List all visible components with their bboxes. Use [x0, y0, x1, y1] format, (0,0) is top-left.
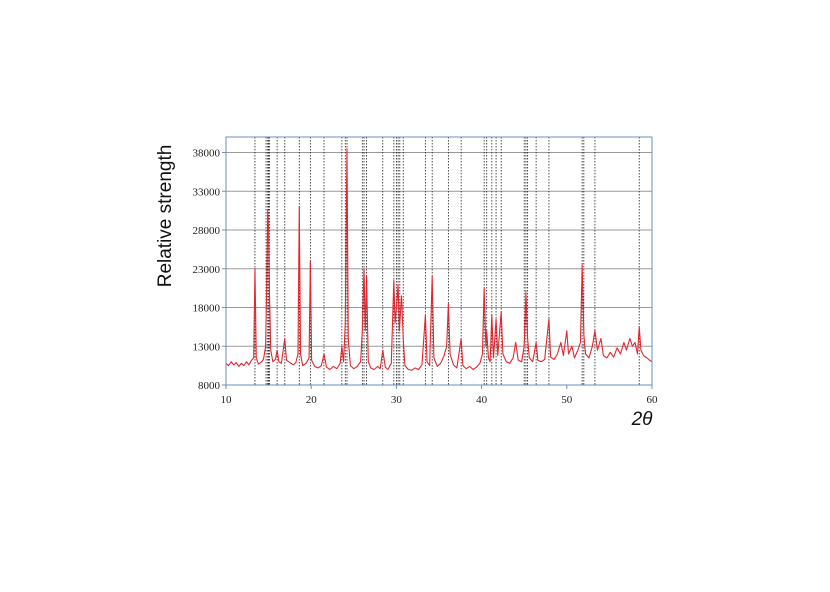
plot-frame — [225, 136, 653, 386]
y-tick-label: 13000 — [193, 341, 221, 353]
x-tick-label: 20 — [306, 394, 318, 406]
y-tick-label: 38000 — [193, 148, 221, 160]
x-tick-label: 60 — [647, 394, 659, 406]
x-axis-title: 2θ — [631, 409, 654, 430]
y-tick-label: 23000 — [193, 264, 221, 276]
y-tick-label: 8000 — [198, 380, 221, 392]
y-axis-title: Relative strength — [155, 145, 176, 288]
x-tick-label: 10 — [221, 394, 233, 406]
y-tick-label: 28000 — [193, 225, 221, 237]
x-tick-label: 50 — [561, 394, 573, 406]
x-tick-label: 30 — [391, 394, 403, 406]
data-line — [225, 148, 653, 371]
y-tick-label: 18000 — [193, 303, 221, 315]
y-tick-label: 33000 — [193, 186, 221, 198]
x-tick-label: 40 — [476, 394, 488, 406]
